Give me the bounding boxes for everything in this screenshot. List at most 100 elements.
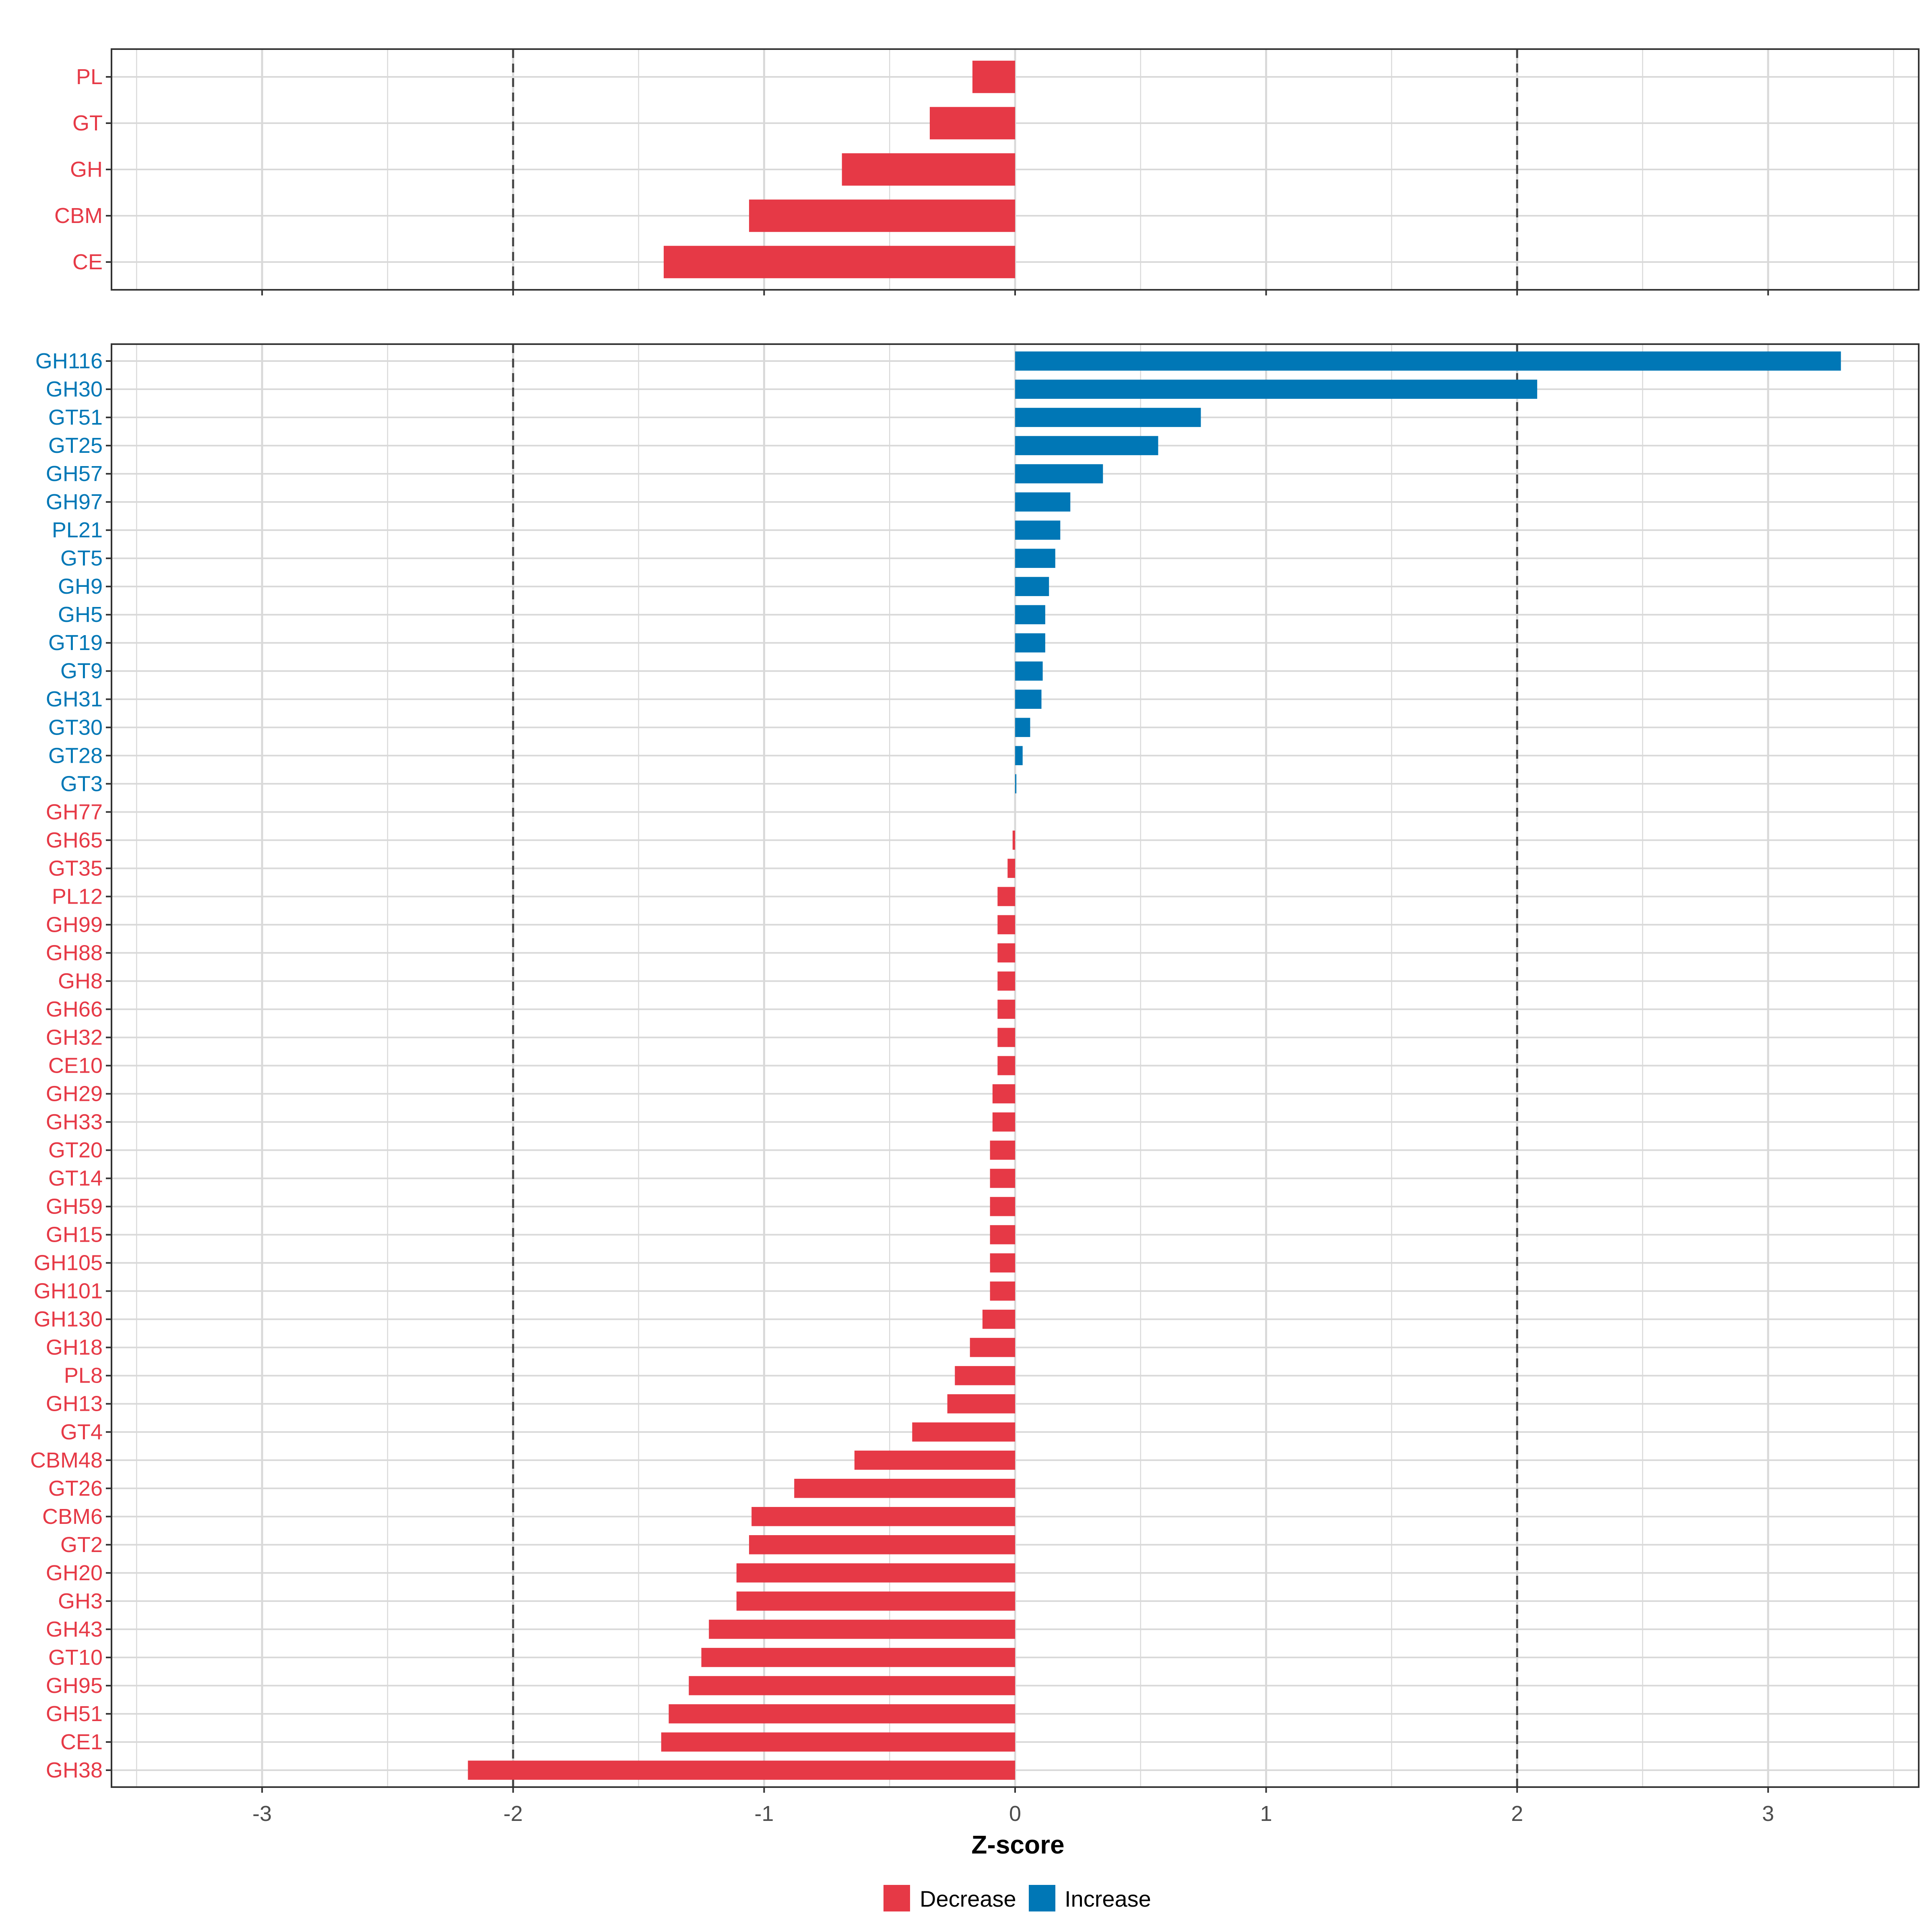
category-label-gt14: GT14 xyxy=(48,1166,103,1191)
category-label-gh33: GH33 xyxy=(46,1110,103,1134)
category-label-gh29: GH29 xyxy=(46,1082,103,1106)
category-label-gh51: GH51 xyxy=(46,1702,103,1726)
bar-gh xyxy=(842,153,1015,186)
bar-gt28 xyxy=(1015,746,1023,766)
category-label-gh95: GH95 xyxy=(46,1674,103,1698)
category-label-gt51: GT51 xyxy=(48,405,103,429)
bar-gt2 xyxy=(749,1535,1015,1554)
category-label-cbm48: CBM48 xyxy=(30,1448,103,1472)
bar-gh13 xyxy=(947,1394,1015,1414)
category-label-gt19: GT19 xyxy=(48,631,103,655)
category-label-gt2: GT2 xyxy=(60,1533,103,1557)
bar-gh9 xyxy=(1015,577,1049,596)
bar-gh66 xyxy=(997,999,1015,1019)
category-label-gt5: GT5 xyxy=(60,546,103,570)
bottom-panel: GH116GH30GT51GT25GH57GH97PL21GT5GH9GH5GT… xyxy=(30,343,1920,1826)
bar-cbm6 xyxy=(751,1507,1015,1526)
x-tick-label: 0 xyxy=(1009,1802,1021,1826)
bar-gh88 xyxy=(997,943,1015,963)
bar-gh32 xyxy=(997,1028,1015,1047)
bar-gh65 xyxy=(1012,830,1015,850)
x-tick-label: 1 xyxy=(1260,1802,1272,1826)
category-label-gh116: GH116 xyxy=(35,349,103,373)
bar-gt4 xyxy=(912,1422,1015,1442)
category-label-gh: GH xyxy=(70,157,103,182)
bar-gt5 xyxy=(1015,549,1055,568)
category-label-gt35: GT35 xyxy=(48,856,103,880)
category-label-gh32: GH32 xyxy=(46,1025,103,1049)
category-label-gh30: GH30 xyxy=(46,377,103,401)
category-label-gh5: GH5 xyxy=(58,603,103,627)
top-panel: PL GT GH CBM CE xyxy=(54,48,1920,295)
x-tick-label: 2 xyxy=(1511,1802,1523,1826)
category-label-gh15: GH15 xyxy=(46,1223,103,1247)
category-label-gt10: GT10 xyxy=(48,1645,103,1670)
bar-pl xyxy=(972,60,1015,93)
bar-gt10 xyxy=(701,1648,1015,1667)
bar-ce1 xyxy=(661,1732,1015,1752)
category-label-gh43: GH43 xyxy=(46,1617,103,1641)
category-label-gh31: GH31 xyxy=(46,687,103,711)
category-label-gh65: GH65 xyxy=(46,828,103,852)
x-tick-label: 3 xyxy=(1762,1802,1774,1826)
x-tick-label: -2 xyxy=(504,1802,523,1826)
bar-gh29 xyxy=(992,1084,1015,1104)
bar-gh116 xyxy=(1015,351,1841,371)
category-label-gt4: GT4 xyxy=(60,1420,103,1444)
bar-gh57 xyxy=(1015,464,1103,483)
bar-ce xyxy=(663,246,1015,279)
bar-gt xyxy=(929,107,1015,140)
category-label-gt3: GT3 xyxy=(60,772,103,796)
bar-pl8 xyxy=(955,1366,1015,1385)
category-label-gh77: GH77 xyxy=(46,800,103,824)
bar-gh51 xyxy=(669,1704,1015,1724)
bar-gt14 xyxy=(990,1168,1015,1188)
category-label-gt20: GT20 xyxy=(48,1138,103,1162)
bar-gh3 xyxy=(736,1591,1015,1611)
category-label-pl12: PL12 xyxy=(52,884,103,908)
legend: Decrease Increase xyxy=(883,1885,1151,1911)
category-label-gh57: GH57 xyxy=(46,462,103,486)
category-label-gh13: GH13 xyxy=(46,1392,103,1416)
category-label-gh130: GH130 xyxy=(34,1307,103,1331)
category-label-gt26: GT26 xyxy=(48,1476,103,1501)
bar-gh105 xyxy=(990,1253,1015,1273)
bar-gh30 xyxy=(1015,380,1538,399)
bar-gh101 xyxy=(990,1281,1015,1301)
category-label-gt28: GT28 xyxy=(48,743,103,768)
category-label-ce: CE xyxy=(72,250,103,274)
bar-cbm48 xyxy=(854,1450,1015,1470)
legend-label-increase: Increase xyxy=(1065,1886,1151,1911)
bar-gt20 xyxy=(990,1140,1015,1160)
bar-gh99 xyxy=(997,915,1015,935)
bar-gh95 xyxy=(689,1676,1015,1695)
bar-gh43 xyxy=(709,1620,1015,1639)
category-label-gh105: GH105 xyxy=(34,1251,103,1275)
category-label-pl8: PL8 xyxy=(64,1364,103,1388)
category-label-gh38: GH38 xyxy=(46,1758,103,1782)
bar-gt3 xyxy=(1015,774,1017,794)
legend-swatch-increase xyxy=(1029,1885,1055,1911)
bar-gh59 xyxy=(990,1197,1015,1216)
category-label-gt25: GT25 xyxy=(48,433,103,458)
category-label-gh3: GH3 xyxy=(58,1589,103,1613)
bar-gh15 xyxy=(990,1225,1015,1245)
bar-gt35 xyxy=(1007,859,1015,878)
category-label-gt30: GT30 xyxy=(48,715,103,739)
bar-gt19 xyxy=(1015,633,1045,653)
category-label-gh59: GH59 xyxy=(46,1195,103,1219)
category-label-pl: PL xyxy=(76,65,103,89)
bar-pl21 xyxy=(1015,520,1061,540)
bar-gh97 xyxy=(1015,492,1071,512)
panel-border xyxy=(111,343,1920,1788)
category-label-cbm6: CBM6 xyxy=(42,1505,103,1529)
bar-gh130 xyxy=(982,1309,1015,1329)
bar-ce10 xyxy=(997,1056,1015,1075)
category-label-gh20: GH20 xyxy=(46,1561,103,1585)
bar-gh20 xyxy=(736,1563,1015,1583)
category-label-gt: GT xyxy=(72,111,103,135)
bar-gt51 xyxy=(1015,408,1201,427)
category-label-gh101: GH101 xyxy=(34,1279,103,1303)
bar-gt25 xyxy=(1015,436,1158,455)
